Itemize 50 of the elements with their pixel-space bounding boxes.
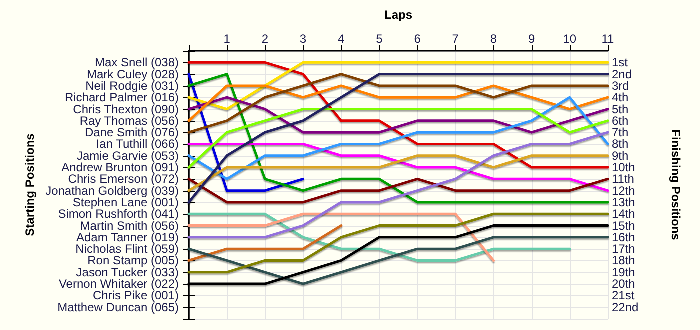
line-series: [188, 96, 610, 180]
y-tick-label: 4th: [612, 90, 629, 105]
y-tick-label: 10th: [612, 160, 636, 175]
x-tick-label: 2: [262, 32, 269, 46]
y-tick-label: 14th: [612, 207, 636, 222]
y-tick-label: 8th: [612, 137, 629, 152]
x-tick-label: 6: [414, 32, 422, 46]
x-tick-label: 3: [300, 32, 307, 46]
line-series: [188, 61, 610, 111]
x-tick-label: 11: [602, 32, 615, 46]
y-tick-label: 16th: [612, 230, 636, 244]
line-series: [188, 212, 610, 274]
y-tick-label: 1st: [612, 56, 629, 70]
line-series: [188, 61, 610, 169]
y-tick-label: 6th: [612, 114, 629, 128]
y-tick-label: 9th: [612, 148, 629, 163]
y-tick-label: 7th: [612, 126, 629, 140]
x-tick-label: 5: [376, 32, 384, 46]
line-series: [188, 131, 610, 239]
x-tick-label: 8: [490, 32, 498, 46]
y-tick-label: 20th: [612, 277, 636, 292]
line-series: [188, 236, 610, 286]
y-tick-label: 19th: [612, 265, 636, 280]
line-series: [188, 73, 610, 134]
y-tick-label: 15th: [612, 218, 636, 233]
y-tick-label: 11th: [612, 172, 634, 186]
y-tick-label: 17th: [612, 242, 636, 256]
text: Max Snell (038): [94, 56, 179, 70]
line-series: [188, 84, 610, 122]
y-tick-label: 22nd: [612, 300, 639, 314]
x-tick-label: 7: [452, 32, 460, 46]
y-tick-label: 3rd: [612, 78, 630, 93]
y-tick-label: 13th: [612, 195, 636, 210]
y-tick-label: 18th: [612, 254, 636, 268]
line-series: [188, 212, 572, 262]
line-series: [188, 108, 610, 169]
y-tick-label: 21st: [612, 288, 636, 303]
y-axis-title: Finishing Positions: [669, 130, 683, 241]
x-tick-label: 9: [528, 32, 536, 46]
text: Starting Positions: [23, 133, 37, 236]
y-tick-label: 2nd: [612, 67, 632, 82]
line-series: [188, 96, 610, 134]
line-series: [188, 73, 610, 204]
x-axis-title: Laps: [384, 8, 413, 22]
line-series: [188, 142, 610, 192]
y-tick-label: 12th: [612, 184, 636, 198]
y-tick-label: 5th: [612, 102, 629, 116]
x-tick-label: 4: [338, 32, 346, 46]
x-tick-label: 10: [563, 32, 577, 46]
x-tick-label: 1: [224, 32, 231, 46]
